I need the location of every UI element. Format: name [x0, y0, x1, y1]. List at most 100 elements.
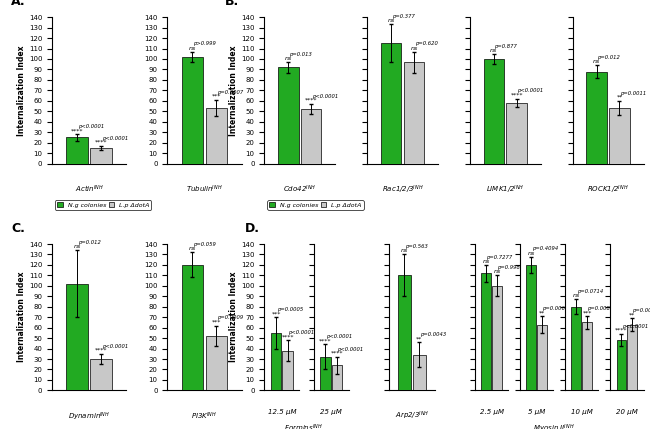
Text: Formins$^{INH}$: Formins$^{INH}$ [283, 423, 322, 429]
Text: ****: **** [330, 351, 343, 356]
Text: p>0.999: p>0.999 [193, 42, 216, 46]
Text: p=0.0048: p=0.0048 [632, 308, 650, 313]
Text: ****: **** [510, 93, 523, 98]
Text: A.: A. [11, 0, 26, 8]
Text: 12.5 μM: 12.5 μM [268, 409, 296, 415]
Text: 2.5 μM: 2.5 μM [480, 409, 504, 415]
Text: Dynamin$^{INH}$: Dynamin$^{INH}$ [68, 411, 110, 423]
Bar [271, 333, 281, 390]
Text: ns: ns [188, 45, 196, 51]
Text: p=0.620: p=0.620 [415, 42, 437, 46]
Text: p=0.059: p=0.059 [193, 242, 216, 247]
Text: ns: ns [73, 244, 81, 249]
Text: p=0.0009: p=0.0009 [217, 315, 243, 320]
Bar [283, 350, 292, 390]
Text: p=0.0011: p=0.0011 [620, 91, 646, 96]
Text: p=0.0007: p=0.0007 [217, 90, 243, 94]
Text: **: ** [616, 95, 623, 100]
Bar [181, 57, 203, 163]
Text: ***: *** [272, 311, 281, 316]
Text: ns: ns [410, 45, 417, 51]
Y-axis label: Internalization Index: Internalization Index [229, 45, 239, 136]
Bar [617, 340, 626, 390]
Bar [492, 286, 502, 390]
Text: B.: B. [226, 0, 240, 8]
Text: ns: ns [285, 56, 292, 61]
Text: ns: ns [493, 269, 501, 274]
Text: Tubulin$^{INH}$: Tubulin$^{INH}$ [186, 184, 223, 195]
Text: ns: ns [387, 18, 395, 24]
Text: p=0.0062: p=0.0062 [542, 306, 569, 311]
Text: p<0.0001: p<0.0001 [312, 94, 338, 99]
Bar [586, 72, 607, 163]
Text: C.: C. [11, 222, 25, 235]
Y-axis label: Internalization Index: Internalization Index [17, 272, 26, 363]
Bar [506, 103, 527, 163]
Text: p=0.013: p=0.013 [289, 52, 312, 57]
Text: 5 μM: 5 μM [528, 409, 545, 415]
Legend: N.g colonies, L.p ΔdotA: N.g colonies, L.p ΔdotA [55, 200, 151, 210]
Text: ns: ns [528, 251, 535, 256]
Text: ROCK1/2$^{INH}$: ROCK1/2$^{INH}$ [587, 184, 629, 196]
Text: 20 μM: 20 μM [616, 409, 638, 415]
Text: ***: *** [582, 310, 592, 315]
Bar [90, 148, 112, 163]
Text: p=0.563: p=0.563 [405, 244, 428, 249]
Text: p<0.0001: p<0.0001 [78, 124, 104, 129]
Text: Cdo42$^{INH}$: Cdo42$^{INH}$ [283, 184, 317, 195]
Text: p=0.377: p=0.377 [392, 14, 415, 19]
Text: ****: **** [615, 328, 628, 333]
Text: ****: **** [95, 140, 107, 145]
Bar [301, 109, 322, 163]
Text: p<0.0001: p<0.0001 [621, 324, 648, 329]
Text: p=0.012: p=0.012 [597, 55, 620, 60]
Text: Myosin II$^{INH}$: Myosin II$^{INH}$ [532, 423, 574, 429]
Text: ****: **** [319, 338, 332, 343]
Text: **: ** [416, 336, 422, 341]
Bar [320, 357, 330, 390]
Text: LIMK1/2$^{INH}$: LIMK1/2$^{INH}$ [486, 184, 525, 196]
Bar [582, 323, 592, 390]
Bar [398, 275, 411, 390]
Bar [278, 67, 298, 163]
Text: p<0.0001: p<0.0001 [102, 136, 128, 141]
Legend: N.g colonies, L.p ΔdotA: N.g colonies, L.p ΔdotA [267, 200, 364, 210]
Bar [609, 108, 630, 163]
Text: **: ** [539, 310, 545, 315]
Text: 10 μM: 10 μM [571, 409, 593, 415]
Text: p=0.012: p=0.012 [78, 240, 101, 245]
Text: ****: **** [281, 334, 294, 339]
Text: p<0.0001: p<0.0001 [102, 344, 128, 349]
Bar [66, 137, 88, 163]
Bar [484, 59, 504, 163]
Text: ns: ns [573, 293, 580, 299]
Bar [481, 273, 491, 390]
Text: ****: **** [71, 128, 83, 133]
Text: D.: D. [245, 222, 260, 235]
Text: p=0.0005: p=0.0005 [276, 307, 303, 312]
Text: ***: *** [212, 320, 221, 324]
Bar [90, 359, 112, 390]
Text: ns: ns [490, 48, 497, 53]
Bar [413, 355, 426, 390]
Bar [404, 62, 424, 163]
Text: Rac1/2/3$^{INH}$: Rac1/2/3$^{INH}$ [382, 184, 423, 196]
Text: ns: ns [188, 246, 196, 251]
Text: p=0.9989: p=0.9989 [497, 265, 523, 270]
Bar [205, 108, 228, 163]
Bar [205, 336, 228, 390]
Text: p<0.0001: p<0.0001 [517, 88, 543, 94]
Bar [332, 366, 342, 390]
Text: p=0.0714: p=0.0714 [577, 289, 603, 294]
Text: p<0.0001: p<0.0001 [337, 347, 363, 352]
Bar [627, 324, 637, 390]
Text: p<0.0001: p<0.0001 [288, 330, 314, 335]
Bar [381, 43, 402, 163]
Text: PI3K$^{INH}$: PI3K$^{INH}$ [191, 411, 218, 422]
Text: **: ** [629, 312, 635, 317]
Text: p=0.877: p=0.877 [495, 43, 517, 48]
Bar [66, 284, 88, 390]
Bar [537, 324, 547, 390]
Text: p=0.4094: p=0.4094 [532, 246, 558, 251]
Bar [571, 307, 581, 390]
